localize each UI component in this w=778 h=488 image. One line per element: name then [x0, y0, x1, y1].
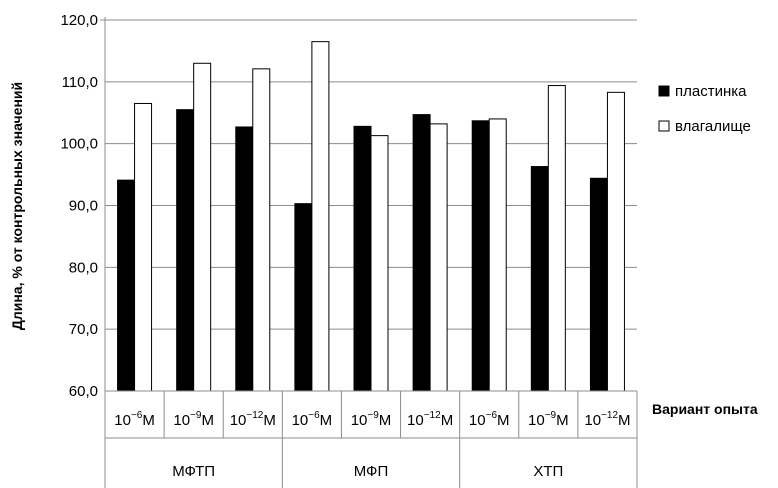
- x-category-label: 10−9М: [351, 410, 392, 429]
- x-category-label: 10−9М: [528, 410, 569, 429]
- y-tick-labels: 60,0 70,0 80,0 90,0 100,0 110,0 120,0: [60, 12, 98, 400]
- bar-plastinka: [353, 125, 372, 392]
- bar-vlagalishche: [193, 62, 212, 392]
- bar-plastinka: [471, 120, 490, 392]
- bar-plastinka: [235, 126, 254, 392]
- x-category-label: 10−12М: [407, 410, 453, 429]
- bar-plastinka: [117, 179, 136, 392]
- bar-plastinka: [176, 109, 195, 392]
- bars: [117, 41, 625, 392]
- bar-plastinka: [530, 166, 549, 392]
- bar-vlagalishche: [547, 85, 566, 392]
- x-group-labels: МФТП МФП ХТП: [172, 463, 563, 480]
- x-group-label: МФТП: [172, 463, 215, 480]
- legend-swatch-plastinka: [658, 85, 670, 97]
- x-group-label: ХТП: [533, 463, 563, 480]
- bar-vlagalishche: [488, 118, 507, 392]
- x-category-label: 10−6М: [292, 410, 333, 429]
- bar-vlagalishche: [370, 135, 389, 392]
- x-category-labels: 10−6М 10−9М 10−12М 10−6М 10−9М 10−12М 10−6М 10−…: [114, 410, 630, 429]
- y-axis-title: Длина, % от контрольных значений: [9, 82, 25, 330]
- bar-vlagalishche: [134, 102, 153, 392]
- y-tick-label: 60,0: [69, 383, 98, 400]
- x-category-label: 10−6М: [114, 410, 155, 429]
- bar-vlagalishche: [252, 68, 271, 392]
- x-category-label: 10−12М: [584, 410, 630, 429]
- x-group-label: МФП: [354, 463, 389, 480]
- legend-label-plastinka: пластинка: [675, 83, 747, 100]
- x-category-label: 10−6М: [469, 410, 510, 429]
- bar-vlagalishche: [311, 41, 330, 392]
- y-tick-label: 110,0: [62, 74, 98, 91]
- x-category-label: 10−12М: [230, 410, 276, 429]
- y-tick-label: 70,0: [69, 321, 98, 338]
- y-tick-label: 80,0: [69, 259, 98, 276]
- bar-plastinka: [589, 177, 608, 392]
- bar-plastinka: [412, 114, 431, 392]
- x-axis-title: Вариант опыта: [652, 401, 758, 417]
- bar-vlagalishche: [429, 123, 448, 392]
- legend-label-vlagalishche: влагалище: [675, 118, 751, 135]
- x-category-label: 10−9М: [173, 410, 214, 429]
- bar-plastinka: [294, 203, 313, 392]
- legend: пластинка влагалище: [658, 83, 751, 135]
- bar-vlagalishche: [606, 91, 625, 392]
- y-tick-label: 120,0: [60, 12, 98, 29]
- y-tick-label: 90,0: [69, 198, 98, 215]
- axes: [100, 17, 638, 488]
- y-tick-label: 100,0: [60, 136, 98, 153]
- legend-swatch-vlagalishche: [658, 120, 670, 132]
